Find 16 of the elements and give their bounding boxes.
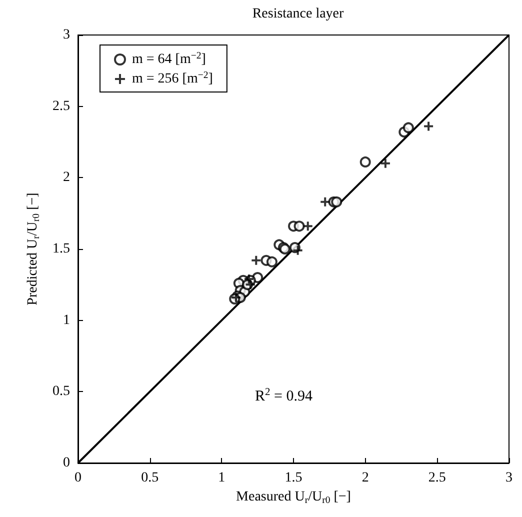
x-tick-label: 3 <box>506 470 512 486</box>
y-tick-label: 0.5 <box>52 384 70 400</box>
y-tick-label: 2.5 <box>52 98 70 114</box>
y-tick-label: 3 <box>63 28 70 42</box>
x-tick-label: 1 <box>218 470 226 486</box>
x-tick-label: 0 <box>74 470 82 486</box>
y-tick-label: 2 <box>63 170 70 186</box>
x-tick-label: 2.5 <box>428 470 446 486</box>
y-tick-label: 0 <box>63 456 70 470</box>
x-tick-label: 2 <box>362 470 369 486</box>
y-tick-label: 1.5 <box>52 242 70 256</box>
y-axis-title: Predicted Ur/Ur0 [−] <box>26 192 42 306</box>
y-tick-label: 1 <box>63 312 70 328</box>
x-tick-label: 0.5 <box>141 470 159 486</box>
x-tick-label: 1.5 <box>284 470 302 486</box>
chart-title: Resistance layer <box>252 6 344 22</box>
